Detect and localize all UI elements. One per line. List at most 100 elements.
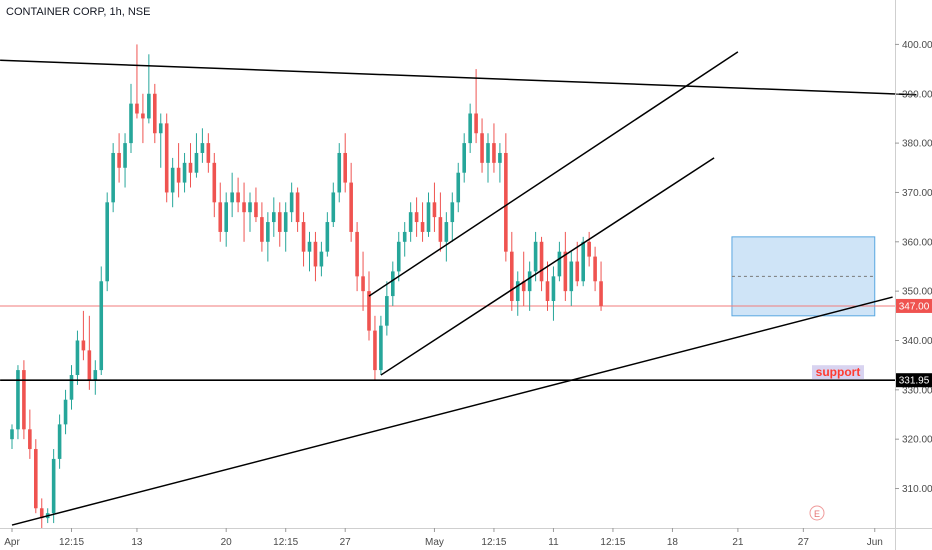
- x-tick-label: Apr: [4, 537, 20, 548]
- last-price-tag: 347.00: [896, 298, 932, 313]
- x-tick-label: Jun: [867, 537, 883, 548]
- candle-body: [212, 162, 217, 203]
- candle-body: [396, 241, 401, 272]
- candle-body: [51, 458, 56, 514]
- candle-body: [111, 152, 115, 203]
- candle-body: [527, 271, 532, 292]
- candle-body: [319, 251, 324, 267]
- candle-body: [385, 296, 389, 326]
- candle-body: [147, 93, 151, 119]
- x-tick-label: 12:15: [273, 537, 298, 548]
- candle-body: [99, 281, 104, 371]
- candle-body: [533, 241, 538, 272]
- y-tick-label: 320.00: [902, 435, 932, 446]
- y-tick-label: 310.00: [902, 484, 932, 495]
- x-tick-label: 11: [548, 537, 559, 548]
- candle-body: [260, 217, 264, 242]
- candle-body: [307, 241, 312, 252]
- price-axis[interactable]: 310.00 320.00 330.00 340.00 350.00 360.00 370.…: [895, 0, 932, 550]
- candle-body: [391, 271, 395, 297]
- candle-body: [301, 222, 306, 252]
- candle-body: [105, 202, 109, 282]
- candle-body: [599, 281, 603, 306]
- candle-body: [575, 261, 580, 282]
- candle-body: [117, 152, 121, 168]
- price-tags: 347.00 331.95: [896, 298, 932, 388]
- candle-body: [504, 152, 508, 252]
- candle-body: [182, 162, 187, 183]
- candle-body: [569, 261, 574, 292]
- earnings-marker-label: E: [814, 509, 820, 519]
- candle-body: [272, 212, 276, 223]
- candle-body: [63, 399, 68, 425]
- candle-body: [521, 281, 526, 292]
- candle-body: [420, 222, 425, 232]
- candle-body: [515, 281, 520, 302]
- x-tick-label: 27: [340, 537, 352, 548]
- candle-body: [135, 103, 139, 114]
- candle-body: [176, 167, 181, 183]
- last-price-tag-bg: [896, 298, 932, 313]
- x-tick-label: 12:15: [600, 537, 625, 548]
- support-price-tag: 331.95: [896, 373, 932, 388]
- candle-body: [194, 152, 199, 173]
- candle-body: [349, 182, 353, 232]
- candle-body: [170, 167, 175, 193]
- candle-series: [0, 44, 895, 528]
- candle-body: [200, 143, 205, 153]
- candle-body: [432, 202, 437, 218]
- y-tick-label: 360.00: [902, 237, 932, 248]
- candle-body: [164, 123, 169, 193]
- y-tick-label: 340.00: [902, 336, 932, 347]
- candle-body: [75, 340, 80, 376]
- candle-body: [325, 222, 330, 252]
- candle-body: [93, 370, 98, 380]
- candle-body: [242, 202, 246, 213]
- candle-body: [402, 231, 407, 242]
- support-price-tag-bg: [896, 373, 932, 388]
- x-tick-label: May: [425, 537, 444, 548]
- last-price-tag-value: 347.00: [899, 301, 930, 312]
- candle-body: [468, 113, 472, 144]
- candle-body: [188, 162, 193, 173]
- lower-support-trendline: [11, 296, 893, 526]
- y-tick-label: 390.00: [902, 89, 932, 100]
- candle-body: [480, 133, 484, 163]
- candle-body: [367, 291, 371, 331]
- candle-body: [22, 370, 26, 430]
- candle-body: [426, 202, 431, 232]
- time-axis[interactable]: Apr 12:15 13 20 12:15 27 May 12:15 11 12:15 18 21 27…: [0, 528, 932, 548]
- candle-body: [498, 152, 502, 163]
- candle-body: [28, 429, 32, 450]
- candle-body: [10, 429, 14, 440]
- support-label-bg: [812, 365, 864, 380]
- candle-body: [373, 330, 377, 371]
- candle-body: [129, 103, 133, 144]
- candle-body: [254, 202, 258, 218]
- x-tick-label: 12:15: [59, 537, 84, 548]
- candle-body: [283, 212, 288, 232]
- y-tick-label: 350.00: [902, 287, 932, 298]
- channel-lower: [380, 157, 715, 376]
- candle-body: [581, 241, 585, 282]
- candle-body: [277, 212, 282, 232]
- x-tick-label: 27: [798, 537, 810, 548]
- upper-trendline: [0, 59, 917, 96]
- candle-body: [593, 256, 597, 282]
- candle-body: [361, 276, 365, 292]
- candle-body: [551, 276, 556, 302]
- drawing-overlays: support E: [0, 51, 932, 526]
- candle-body: [462, 143, 466, 173]
- candle-body: [450, 202, 455, 223]
- candle-body: [218, 202, 223, 232]
- candle-body: [230, 192, 234, 203]
- y-tick-label: 370.00: [902, 188, 932, 199]
- candle-body: [206, 143, 211, 163]
- candle-body: [34, 449, 38, 509]
- x-tick-label: 20: [221, 537, 233, 548]
- candle-body: [587, 241, 591, 257]
- candle-body: [266, 222, 270, 242]
- candle-body: [39, 508, 44, 519]
- chart-title: CONTAINER CORP, 1h, NSE: [6, 6, 151, 18]
